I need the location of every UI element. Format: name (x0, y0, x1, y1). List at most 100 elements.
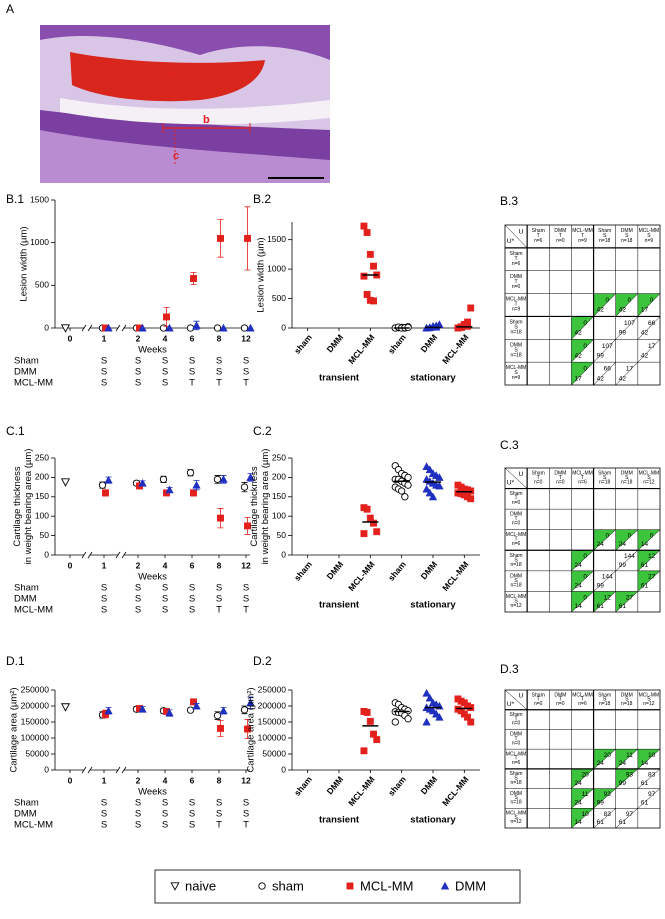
x-tick-label: 12 (241, 775, 251, 785)
marker (213, 475, 222, 483)
u-value: 0 (605, 533, 609, 540)
column-header: DMM (554, 692, 566, 698)
status-value: S (135, 820, 141, 831)
status-value: S (101, 356, 107, 367)
u-value: 20 (582, 771, 590, 778)
status-value: S (162, 594, 168, 605)
marker (240, 324, 249, 332)
marker (360, 747, 368, 755)
corner-label: U (519, 229, 524, 236)
row-header: DMM (510, 732, 522, 738)
y-axis-label: Lesion width (µm) (255, 237, 266, 312)
cell-diagonal (615, 550, 639, 572)
marker (363, 505, 371, 513)
cell-diagonal (593, 339, 616, 363)
marker (366, 717, 374, 725)
cell-diagonal (593, 591, 616, 613)
corner-label: U* (507, 480, 515, 487)
column-header: S (625, 475, 629, 481)
y-tick-label: 1000 (30, 237, 49, 247)
marker (165, 708, 174, 717)
marker (346, 882, 354, 890)
u-star-value: 24 (597, 760, 605, 767)
row-header: n=18 (510, 780, 521, 786)
y-axis-label: in weight bearing area (µm) (260, 449, 271, 565)
row-header: n=6 (512, 760, 521, 766)
row-header: S (514, 370, 518, 376)
column-header: T (581, 475, 584, 481)
group-label: stationary (410, 815, 456, 826)
cell-diagonal (637, 748, 661, 770)
column-header: n=9 (645, 238, 654, 244)
corner-label: U* (507, 701, 515, 708)
u-star-value: 42 (574, 352, 582, 359)
legend-box (154, 869, 521, 904)
marker (360, 222, 368, 230)
marker (404, 473, 412, 482)
status-value: S (162, 356, 168, 367)
marker (246, 698, 255, 707)
x-tick-label: 6 (190, 775, 195, 785)
y-tick-label: 100000 (258, 732, 287, 742)
cell-diagonal (615, 808, 639, 829)
x-tick-label: DMM (419, 774, 440, 796)
marker (219, 323, 228, 332)
u-value: 0 (605, 297, 609, 304)
row-header: S (514, 347, 518, 353)
x-axis-label: Weeks (138, 345, 167, 356)
x-tick-label: 8 (217, 560, 222, 570)
marker (425, 488, 435, 497)
u-star-value: 61 (597, 603, 605, 610)
joint-space (60, 98, 330, 125)
y-tick-label: 0 (44, 764, 49, 774)
annotation: b (203, 114, 210, 126)
column-header: DMM (621, 228, 633, 234)
status-value: S (189, 809, 195, 820)
u-value: 0 (583, 574, 587, 581)
marker (165, 323, 174, 332)
status-value: S (101, 367, 107, 378)
marker (246, 323, 255, 332)
status-row-name: MCL-MM (14, 605, 53, 616)
u-star-value: 61 (597, 819, 605, 826)
x-tick-label: 1 (102, 333, 107, 343)
x-tick-label: sham (292, 774, 314, 798)
y-tick-label: 50 (277, 530, 287, 540)
row-header: S (514, 557, 518, 563)
column-header: n=0 (556, 480, 565, 486)
row-header: T (515, 496, 518, 502)
marker (192, 480, 201, 489)
group-label: stationary (410, 373, 456, 384)
marker (435, 481, 444, 490)
row-header: DMM (510, 512, 522, 518)
status-value: S (189, 605, 195, 616)
row-header: n=18 (510, 800, 521, 806)
marker (370, 262, 377, 270)
u-star-value: 24 (574, 799, 582, 806)
y-tick-label: 0 (281, 322, 286, 332)
group-label: stationary (410, 600, 456, 611)
u-value: 83 (648, 771, 656, 778)
status-row-name: Sham (14, 583, 39, 594)
row-header: T (515, 516, 518, 522)
panel-label: D.1 (6, 654, 25, 668)
row-header: T (515, 302, 518, 308)
column-header: T (537, 475, 540, 481)
cell-diagonal (637, 570, 661, 592)
u-star-value: 14 (574, 603, 582, 610)
y-axis-label: in weight bearing area (µm) (23, 449, 34, 565)
x-tick-label: 2 (136, 333, 141, 343)
cell-diagonal (571, 339, 594, 363)
u-star-value: 99 (619, 780, 627, 787)
u-star-value: 99 (597, 799, 605, 806)
cell-diagonal (571, 808, 594, 829)
axis-break (87, 766, 93, 774)
cell-diagonal (571, 570, 594, 592)
x-tick-label: MCL-MM (346, 332, 376, 366)
status-value: S (135, 367, 141, 378)
annotation: c (173, 150, 179, 162)
u-star-value: 42 (641, 352, 649, 359)
row-header: S (514, 775, 518, 781)
column-header: n=6 (534, 238, 543, 244)
marker (192, 701, 201, 710)
